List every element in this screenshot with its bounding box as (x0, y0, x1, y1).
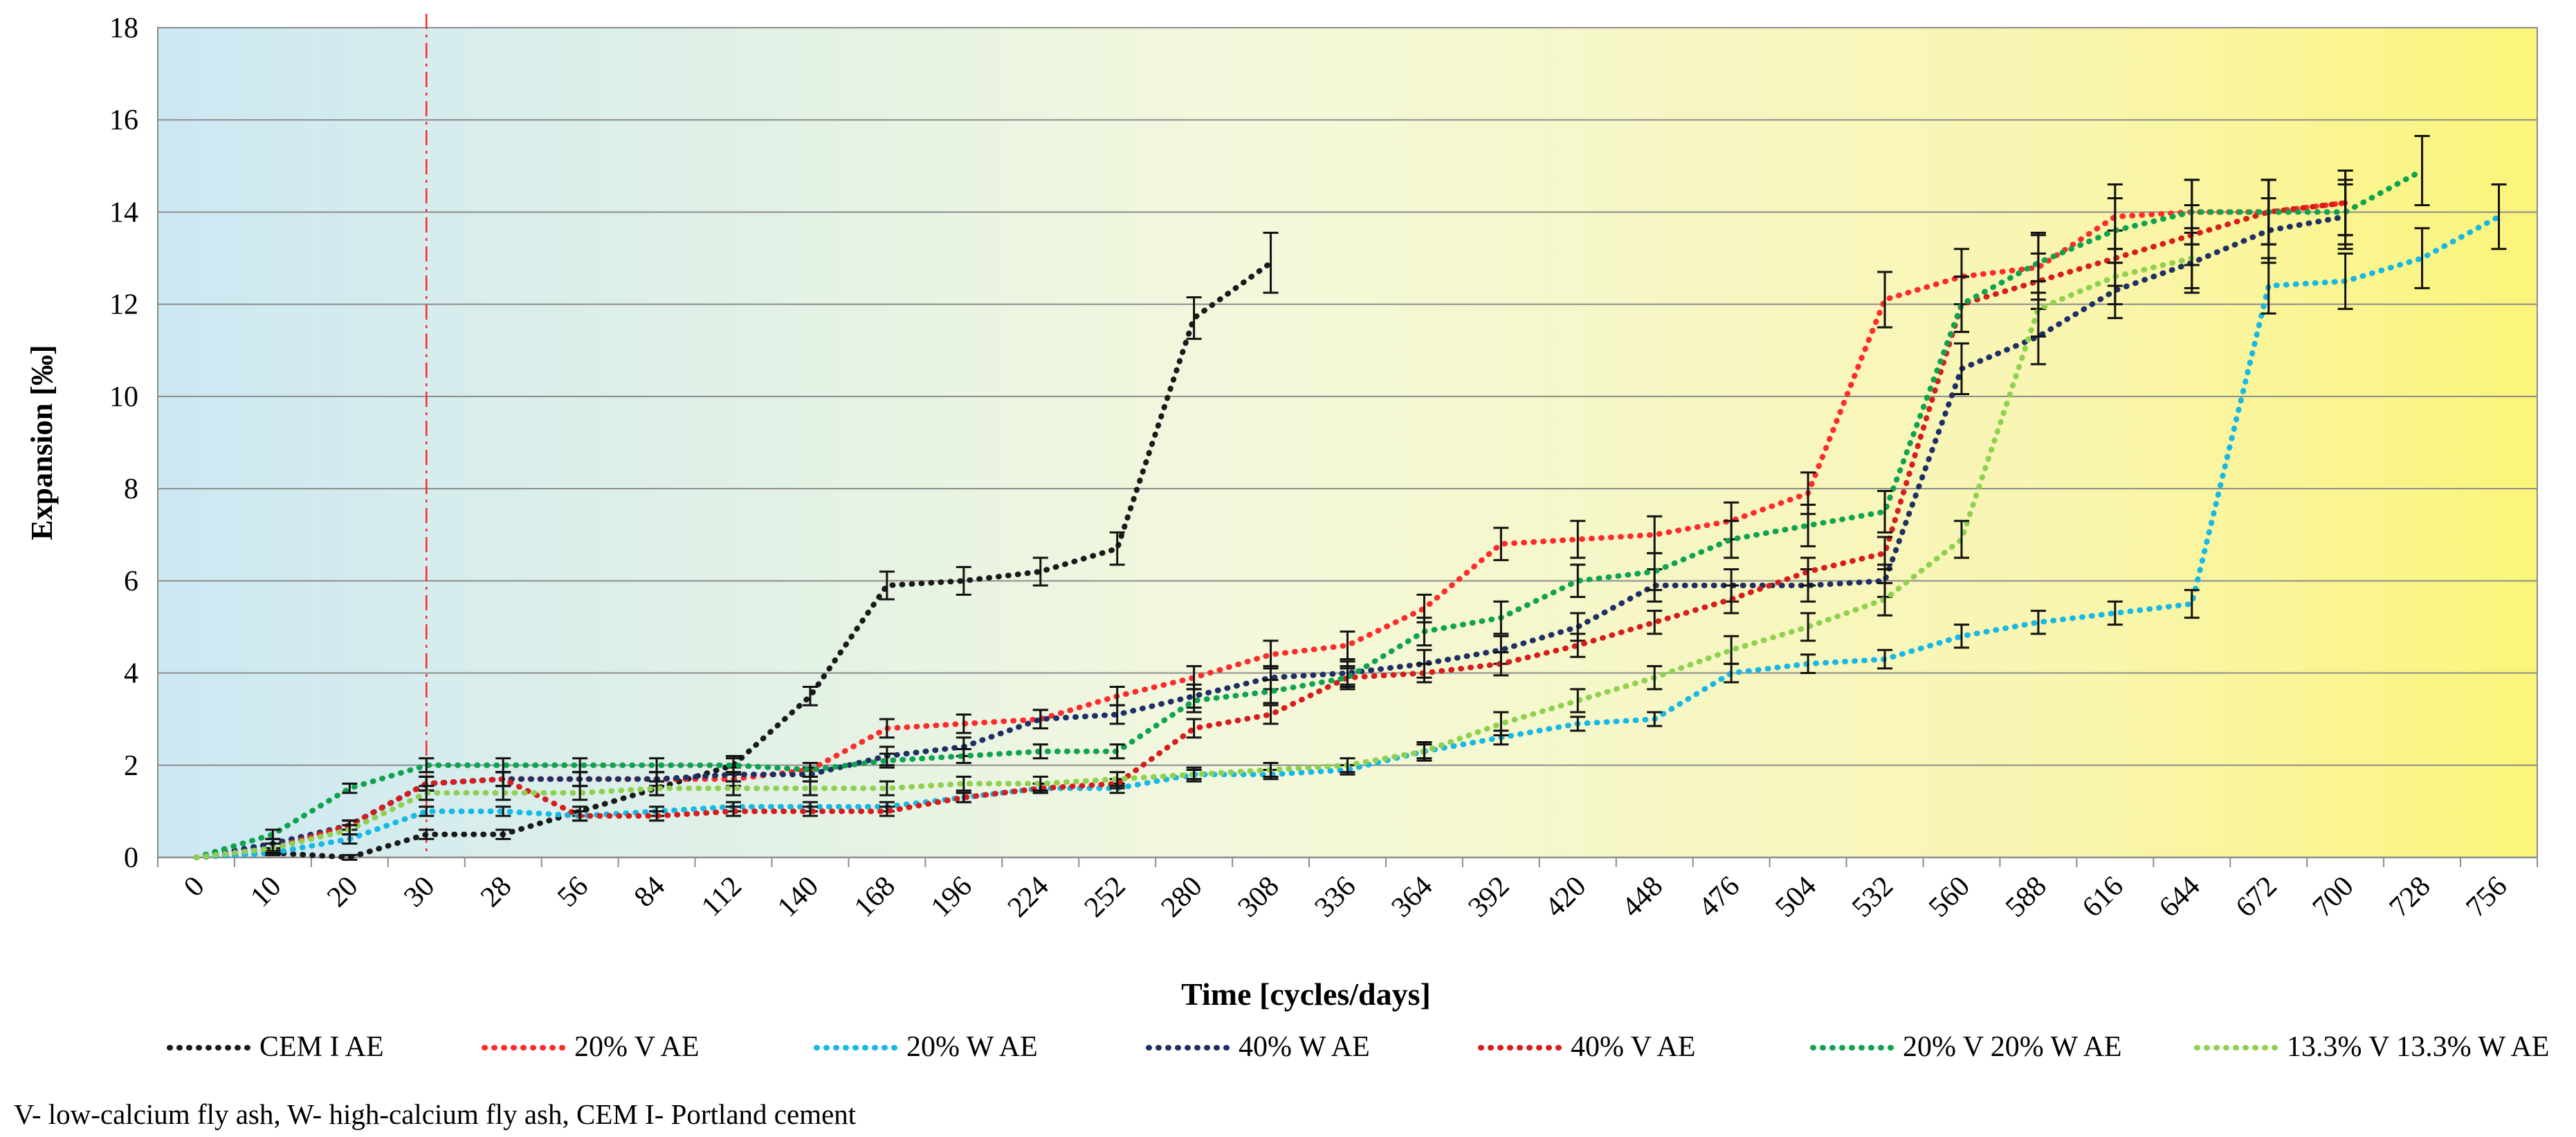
x-tick-label: 448 (1616, 871, 1669, 924)
x-tick-label: 420 (1539, 871, 1592, 924)
legend-label: 13.3% V 13.3% W AE (2287, 1031, 2550, 1063)
footnote: V- low-calcium fly ash, W- high-calcium … (14, 1098, 857, 1130)
y-tick-label: 8 (124, 473, 138, 505)
y-axis-title: Expansion [‰] (25, 345, 59, 540)
x-tick-label: 140 (771, 871, 825, 924)
x-axis-title: Time [cycles/days] (1181, 976, 1431, 1012)
series-line (193, 200, 2348, 860)
x-tick-label: 10 (244, 871, 287, 913)
x-tick-label: 30 (398, 871, 441, 913)
series-layer (193, 135, 2507, 861)
y-tick-label: 14 (109, 197, 138, 228)
legend-label: 20% V AE (574, 1031, 699, 1063)
gridlines (158, 119, 2537, 859)
legend-label: 40% V AE (1571, 1031, 1695, 1063)
x-tick-label: 532 (1846, 871, 1899, 924)
x-tick-label: 756 (2460, 871, 2514, 924)
y-tick-label: 16 (109, 104, 138, 136)
x-tick-label: 168 (848, 871, 902, 924)
legend-label: 20% W AE (906, 1031, 1038, 1063)
x-tick-label: 560 (1923, 871, 1976, 924)
x-tick-labels: 0 10 20 30 28 56 84 112 140 168 196 224 252 280 308 336… (157, 857, 2538, 924)
x-tick-label: 504 (1769, 871, 1823, 924)
x-tick-label: 588 (2000, 871, 2053, 924)
y-tick-label: 10 (109, 381, 138, 413)
x-tick-label: 84 (628, 871, 671, 913)
x-tick-label: 196 (925, 871, 978, 924)
x-tick-label: 28 (475, 871, 518, 913)
x-tick-label: 252 (1079, 871, 1132, 924)
y-tick-label: 2 (124, 750, 138, 782)
x-tick-label: 700 (2307, 871, 2360, 924)
x-tick-label: 0 (178, 871, 210, 903)
series-line (193, 167, 2425, 860)
x-tick-label: 392 (1462, 871, 1515, 924)
y-tick-label: 18 (109, 12, 138, 44)
legend: CEM I AE 20% V AE 20% W AE 40% W AE 40% V AE… (167, 1031, 2550, 1063)
x-tick-label: 56 (551, 871, 594, 913)
x-tick-label: 112 (695, 871, 748, 923)
legend-label: CEM I AE (259, 1031, 384, 1063)
series-20-v-20-w-ae (193, 135, 2430, 860)
legend-label: 20% V 20% W AE (1903, 1031, 2122, 1063)
series-13-3-v-13-3-w-ae (193, 227, 2200, 860)
x-tick-label: 616 (2076, 871, 2130, 924)
x-tick-label: 728 (2384, 871, 2437, 924)
y-tick-label: 6 (124, 565, 138, 597)
x-tick-label: 224 (1002, 871, 1055, 924)
x-tick-label: 644 (2153, 871, 2207, 924)
x-tick-label: 364 (1385, 871, 1438, 924)
legend-label: 40% W AE (1239, 1031, 1370, 1063)
x-tick-label: 672 (2230, 871, 2283, 924)
y-tick-label: 4 (124, 658, 138, 690)
plot-area (157, 27, 2538, 858)
x-tick-label: 308 (1232, 871, 1286, 924)
y-tick-labels: 0 2 4 6 8 10 12 14 16 18 (109, 12, 138, 874)
series-line (193, 214, 2348, 860)
y-tick-label: 0 (124, 842, 138, 874)
x-tick-label: 476 (1692, 871, 1746, 924)
x-tick-label: 20 (321, 871, 364, 913)
x-tick-label: 280 (1155, 871, 1209, 924)
x-tick-label: 336 (1308, 871, 1362, 924)
y-tick-label: 12 (109, 289, 138, 321)
